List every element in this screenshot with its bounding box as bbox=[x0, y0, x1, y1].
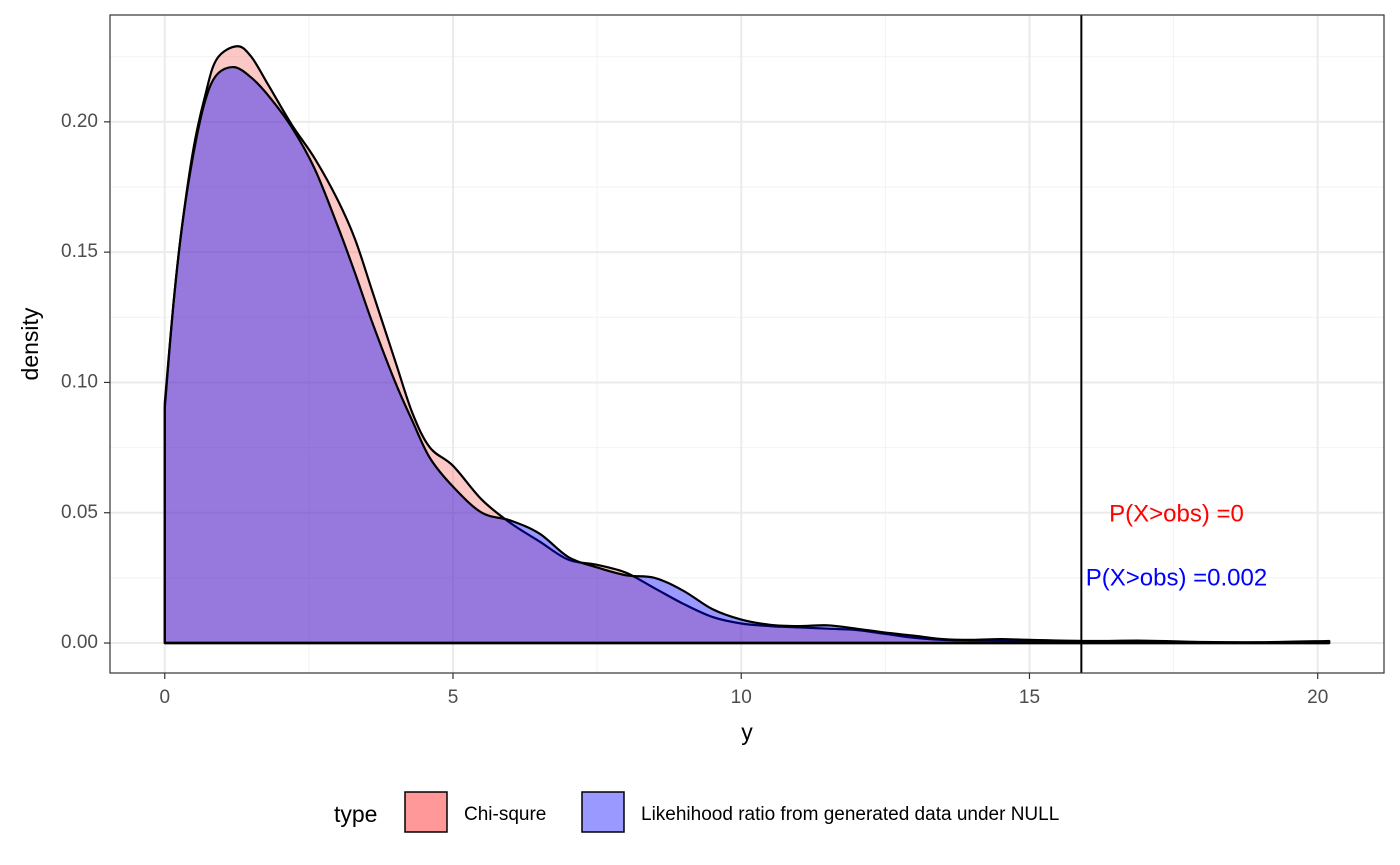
x-axis-title: y bbox=[741, 719, 753, 745]
axis-layer: 0 5 10 15 20 0.00 0.05 0.10 0.15 0.20 bbox=[61, 111, 1328, 708]
y-axis-title: density bbox=[17, 307, 43, 380]
panel-border bbox=[109, 14, 1385, 674]
series-layer bbox=[163, 45, 1331, 645]
legend-label-likelihood-ratio: Likehihood ratio from generated data und… bbox=[641, 804, 1059, 825]
annotation-likelihood-pvalue: P(X>obs) =0.002 bbox=[1086, 565, 1267, 592]
y-tick-label-3: 0.15 bbox=[61, 241, 98, 262]
series-area-likelihood-ratio bbox=[163, 65, 1331, 645]
y-tick-label-1: 0.05 bbox=[61, 502, 98, 523]
legend-key-chi-square bbox=[404, 791, 448, 833]
y-tick-label-4: 0.20 bbox=[61, 111, 98, 132]
y-tick-label-0: 0.00 bbox=[61, 632, 98, 653]
x-tick-label-3: 15 bbox=[1019, 687, 1040, 708]
annotation-chi-square-pvalue: P(X>obs) =0 bbox=[1109, 501, 1244, 528]
x-tick-label-1: 5 bbox=[448, 687, 459, 708]
x-tick-label-4: 20 bbox=[1307, 687, 1328, 708]
legend: type Chi-squre Likehihood ratio from gen… bbox=[334, 791, 1059, 833]
legend-title: type bbox=[334, 801, 377, 827]
legend-label-chi-square: Chi-squre bbox=[464, 804, 546, 825]
x-tick-label-0: 0 bbox=[159, 687, 170, 708]
legend-key-likelihood-ratio bbox=[581, 791, 625, 833]
annotation-layer: P(X>obs) =0 P(X>obs) =0.002 bbox=[1086, 501, 1267, 592]
x-tick-label-2: 10 bbox=[731, 687, 752, 708]
y-tick-label-2: 0.10 bbox=[61, 371, 98, 392]
